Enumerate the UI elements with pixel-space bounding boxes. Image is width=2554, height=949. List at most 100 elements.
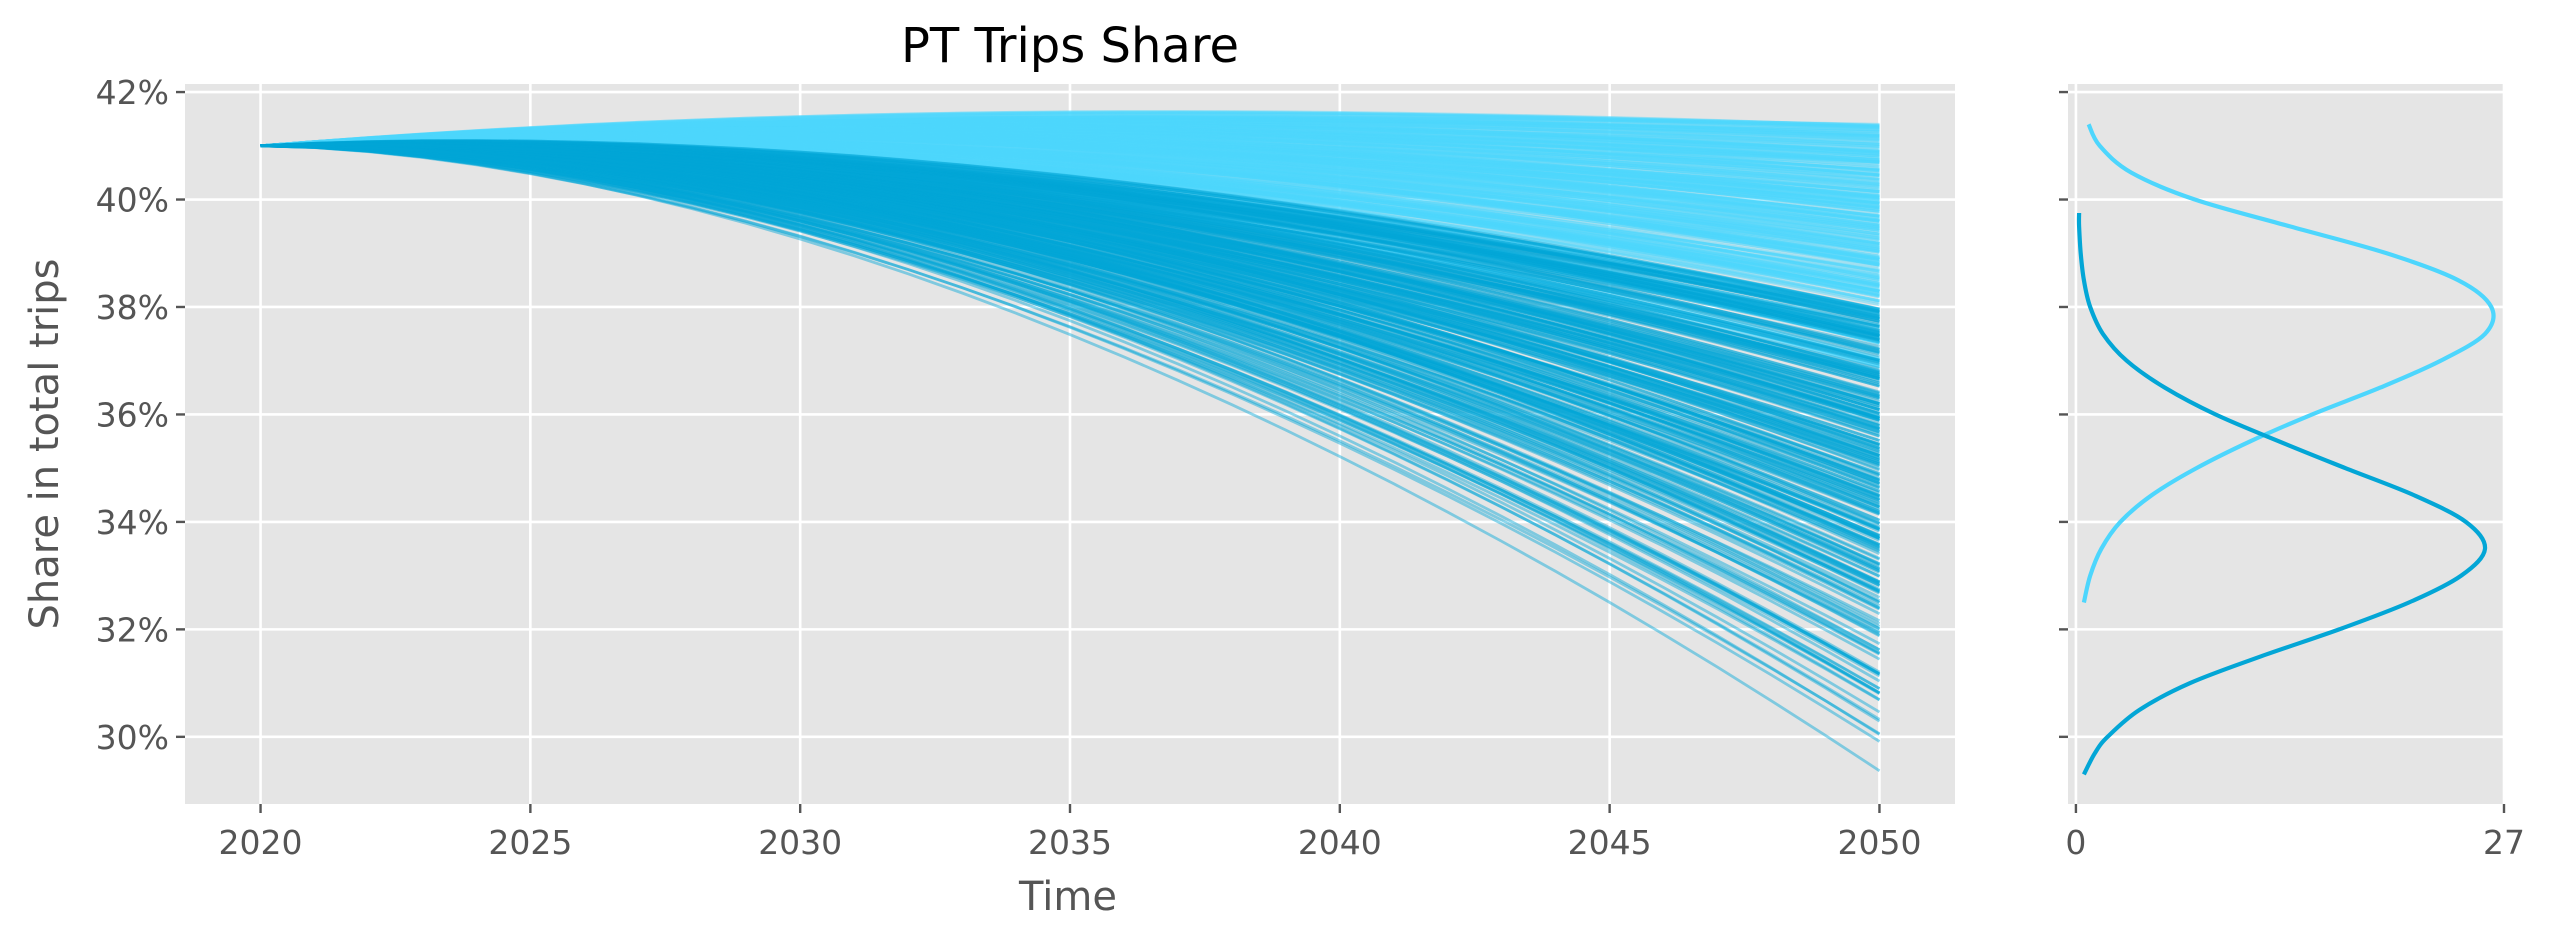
- series-line: [260, 143, 1880, 314]
- series-line: [260, 143, 1881, 507]
- series-line: [260, 137, 1880, 280]
- series-line: [260, 144, 1881, 516]
- series-line: [260, 144, 1881, 635]
- series-line: [260, 143, 1881, 537]
- series-line: [260, 135, 1880, 267]
- series-line: [260, 144, 1881, 540]
- series-line: [260, 120, 1880, 148]
- series-line: [260, 124, 1880, 162]
- series-line: [260, 131, 1880, 197]
- series-line: [260, 140, 1880, 311]
- series-line: [260, 139, 1880, 314]
- series-line: [260, 144, 1880, 493]
- series-line: [260, 144, 1881, 723]
- series-line: [260, 142, 1880, 327]
- series-line: [260, 131, 1880, 197]
- series-line: [260, 128, 1880, 164]
- series-line: [260, 121, 1880, 156]
- series-line: [260, 143, 1880, 315]
- series-line: [260, 144, 1881, 533]
- series-line: [260, 142, 1880, 421]
- series-line: [260, 140, 1880, 342]
- series-line: [260, 126, 1880, 160]
- series-line: [260, 143, 1880, 411]
- series-line: [260, 142, 1880, 453]
- series-line: [260, 144, 1880, 490]
- series-line: [260, 139, 1880, 298]
- series-line: [260, 144, 1880, 442]
- series-line: [260, 144, 1881, 616]
- series-line: [260, 143, 1881, 522]
- series-line: [260, 141, 1880, 287]
- series-line: [260, 142, 1880, 412]
- series-line: [260, 137, 1880, 253]
- series-line: [260, 143, 1881, 547]
- series-line: [260, 132, 1880, 234]
- series-line: [260, 138, 1880, 307]
- series-line: [260, 128, 1880, 165]
- series-line: [260, 118, 1880, 148]
- series-line: [260, 143, 1880, 365]
- series-line: [260, 144, 1881, 553]
- series-line: [260, 138, 1880, 247]
- series-line: [260, 144, 1881, 676]
- y-tick-label: 38%: [96, 288, 169, 327]
- series-line: [260, 119, 1880, 153]
- series-line: [260, 140, 1880, 273]
- series-line: [260, 144, 1881, 509]
- series-line: [260, 143, 1880, 398]
- series-line: [260, 132, 1880, 238]
- series-line: [260, 143, 1880, 450]
- series-line: [260, 138, 1880, 299]
- series-line: [260, 135, 1880, 247]
- series-line: [260, 142, 1880, 340]
- series-line: [260, 136, 1880, 264]
- series-line: [260, 118, 1880, 148]
- series-line: [260, 142, 1880, 372]
- series-line: [260, 144, 1880, 498]
- series-line: [260, 128, 1880, 163]
- series-line: [260, 135, 1880, 204]
- series-line: [260, 142, 1880, 403]
- light-series-group: [260, 110, 1880, 373]
- series-line: [260, 140, 1880, 323]
- series-line: [260, 120, 1880, 158]
- series-line: [260, 144, 1881, 583]
- y-tick-label: 40%: [96, 181, 169, 220]
- series-line: [260, 144, 1881, 530]
- series-line: [260, 143, 1881, 498]
- y-tick-label: 42%: [96, 73, 169, 112]
- series-line: [260, 128, 1880, 188]
- series-line: [260, 144, 1881, 607]
- series-line: [260, 127, 1880, 164]
- series-line: [260, 129, 1880, 178]
- series-line: [260, 144, 1881, 675]
- series-line: [260, 139, 1880, 318]
- series-line: [260, 142, 1880, 385]
- series-line: [260, 143, 1880, 342]
- series-line: [260, 144, 1881, 571]
- series-line: [260, 142, 1880, 387]
- series-line: [260, 118, 1880, 148]
- series-line: [260, 144, 1881, 676]
- series-line: [260, 144, 1881, 570]
- series-line: [260, 143, 1881, 573]
- series-line: [260, 144, 1881, 531]
- series-line: [260, 142, 1880, 373]
- series-line: [260, 136, 1880, 269]
- series-line: [260, 135, 1880, 260]
- series-line: [260, 140, 1880, 338]
- series-line: [260, 144, 1881, 610]
- series-line: [260, 136, 1880, 232]
- series-line: [260, 121, 1880, 172]
- series-line: [260, 143, 1880, 438]
- series-line: [260, 144, 1880, 400]
- series-line: [260, 138, 1880, 321]
- series-line: [260, 143, 1880, 462]
- series-line: [260, 141, 1880, 362]
- series-line: [260, 143, 1881, 505]
- series-line: [260, 136, 1880, 261]
- series-line: [260, 140, 1880, 287]
- series-line: [260, 143, 1880, 366]
- series-line: [260, 143, 1880, 411]
